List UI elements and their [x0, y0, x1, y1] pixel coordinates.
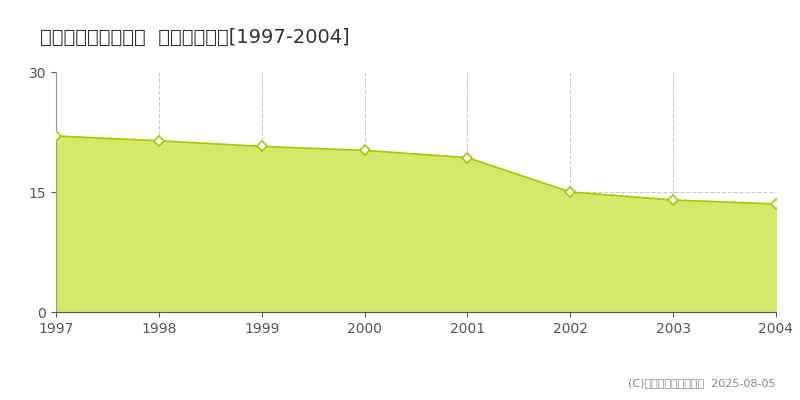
Text: 長野市川中島町今里  基準地価推移[1997-2004]: 長野市川中島町今里 基準地価推移[1997-2004] [40, 28, 350, 47]
Text: (C)土地価格ドットコム  2025-08-05: (C)土地価格ドットコム 2025-08-05 [629, 378, 776, 388]
